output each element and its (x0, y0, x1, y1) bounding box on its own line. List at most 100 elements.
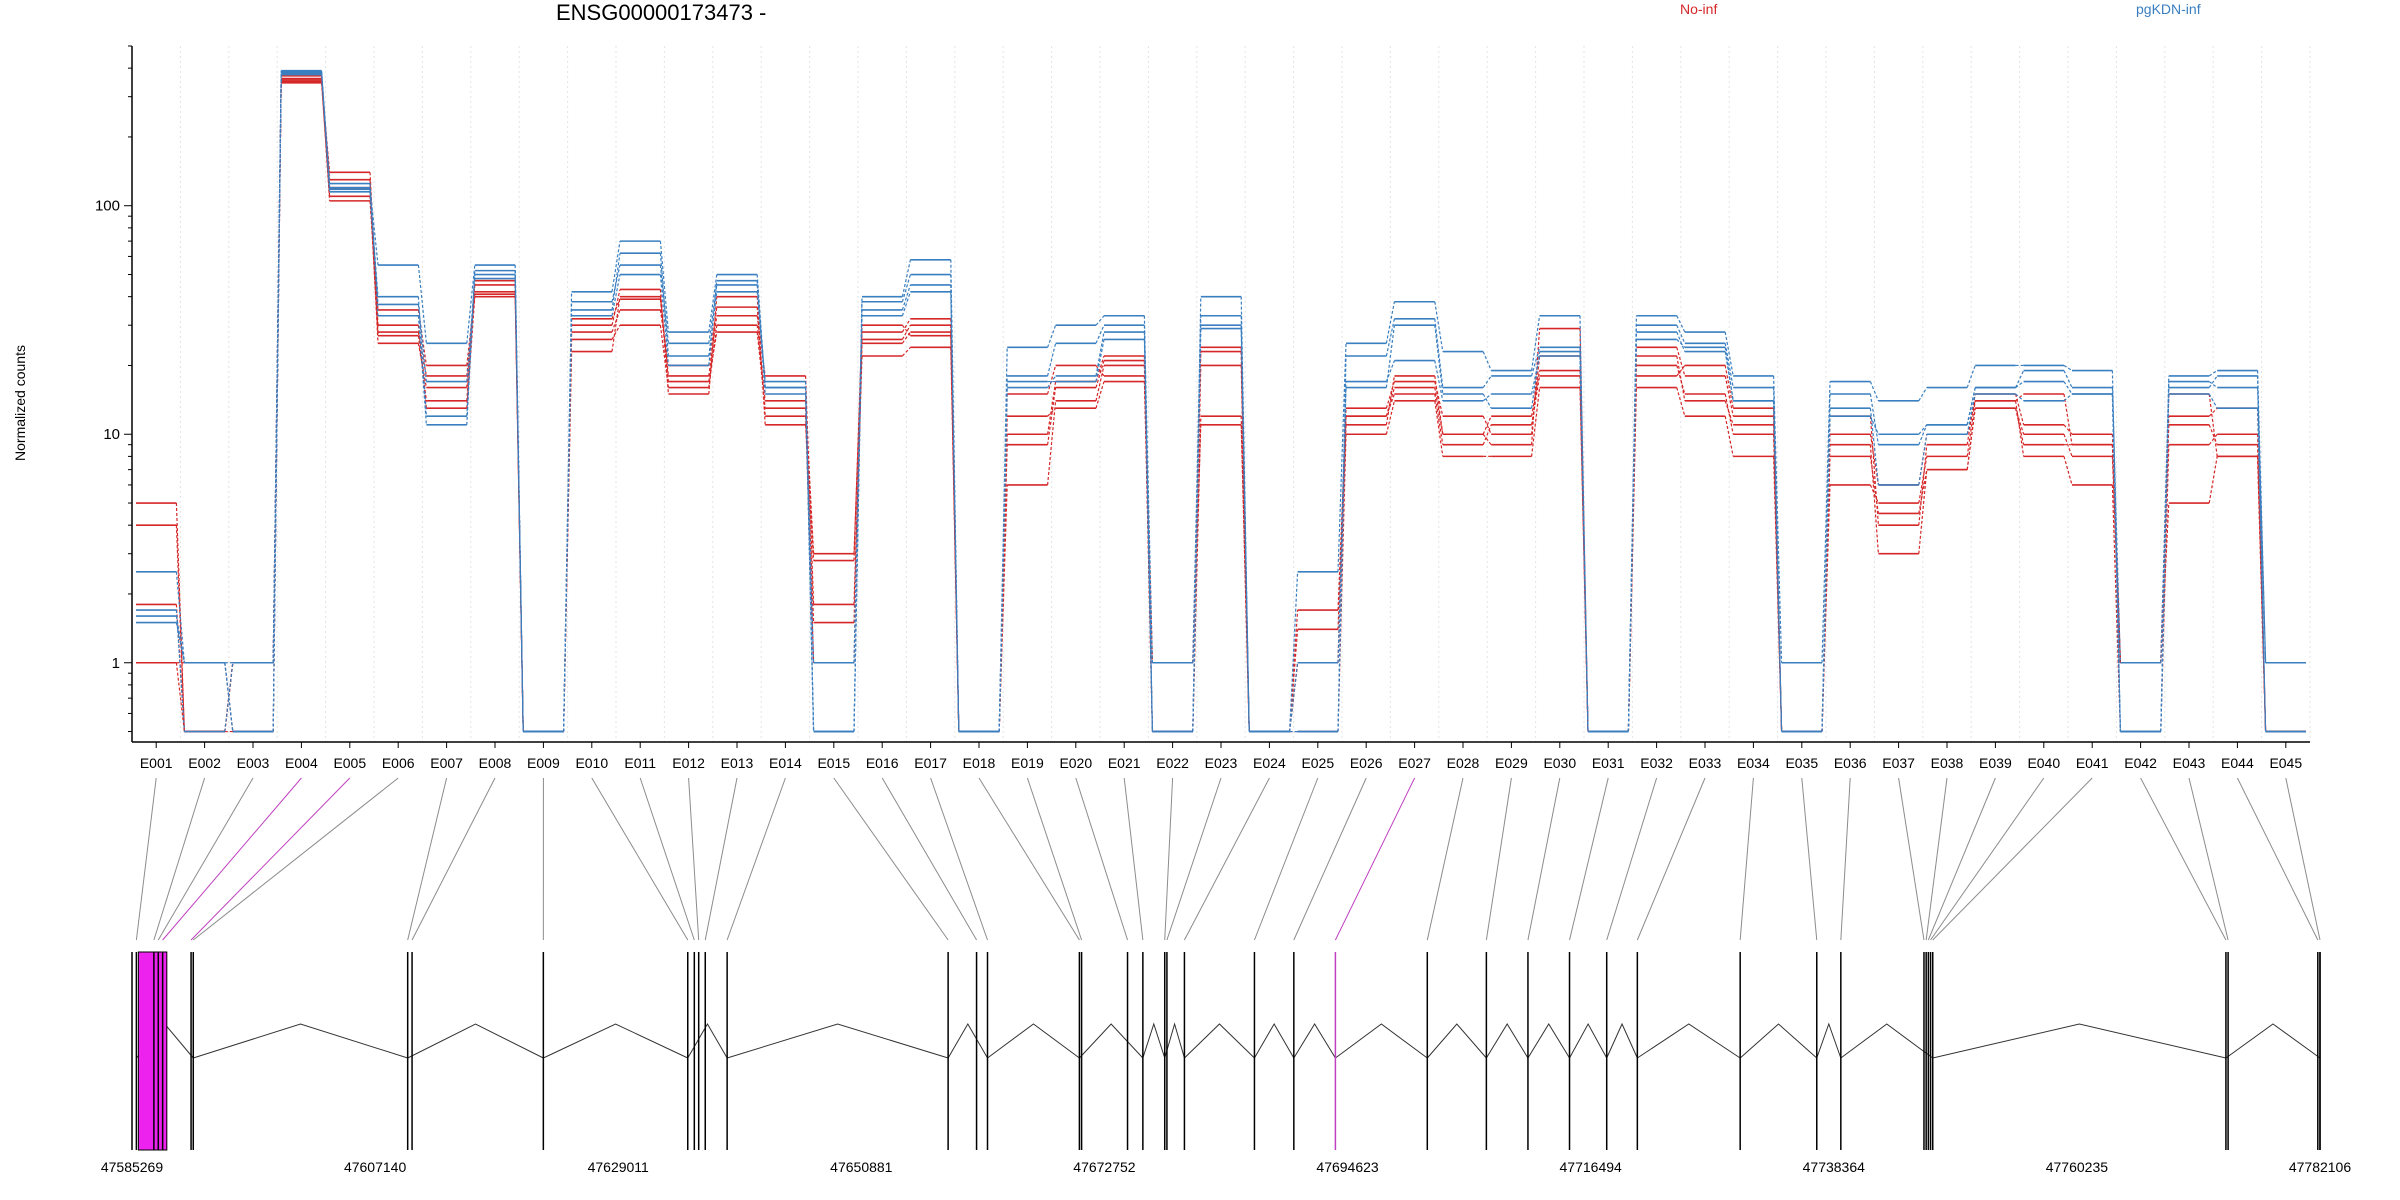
data-connector (175, 503, 185, 732)
data-connector (2015, 408, 2025, 435)
series-pgkdn-inf-8 (136, 73, 2306, 733)
intron (1569, 1022, 1608, 1059)
data-connector (1869, 381, 1879, 402)
data-connector (2063, 434, 2073, 457)
data-connector (224, 662, 234, 732)
data-connector (1918, 469, 1928, 514)
data-connector (1482, 424, 1492, 445)
exon-connector (1927, 777, 1996, 941)
y-tick-label: 10 (103, 426, 120, 443)
series-lines (136, 69, 2306, 733)
intron (1840, 1023, 1934, 1059)
exon-connector (135, 777, 157, 941)
data-connector (175, 525, 185, 732)
data-connector (1289, 662, 1299, 732)
y-tick-label: 100 (95, 198, 120, 215)
data-connector (1724, 343, 1734, 388)
data-connector (2208, 433, 2218, 446)
data-connector (2063, 381, 2073, 395)
data-connector (1531, 328, 1541, 445)
data-connector (659, 264, 669, 344)
x-tick-label-e017: E017 (914, 755, 947, 771)
genomic-tick-label: 47738364 (1803, 1159, 1866, 1175)
x-tick-label-e011: E011 (624, 755, 656, 771)
x-tick-label-e018: E018 (963, 755, 996, 771)
data-connector (805, 375, 815, 605)
intron (987, 1023, 1080, 1059)
exon-connector (1925, 777, 1948, 941)
legend-no-inf: No-inf (1680, 1, 1718, 17)
x-tick-label-e012: E012 (672, 755, 705, 771)
data-connector (1047, 400, 1057, 485)
exon-connector (978, 777, 1080, 941)
data-connector (369, 189, 379, 305)
data-connector (466, 270, 476, 425)
y-axis: 1 10 100 (95, 45, 133, 742)
series-no-inf-4 (136, 82, 2306, 733)
exon-connector (1569, 777, 1609, 941)
intron (1739, 1023, 1818, 1059)
data-connector (708, 315, 718, 376)
data-connector (1531, 370, 1541, 417)
exon-connector (1801, 777, 1818, 941)
exon-connector (2236, 777, 2319, 941)
data-connector (1434, 318, 1444, 388)
data-connector (659, 241, 669, 333)
series-pgkdn-inf-6 (136, 72, 2306, 733)
data-connector (1918, 469, 1928, 554)
exon-connector (833, 777, 949, 941)
x-tick-label-e044: E044 (2221, 755, 2254, 771)
x-tick-label-e036: E036 (1834, 755, 1867, 771)
x-tick-label-e008: E008 (479, 755, 512, 771)
genomic-tick-label: 47672752 (1073, 1159, 1136, 1175)
intron (193, 1023, 408, 1059)
exon-connector (407, 777, 448, 941)
data-connector (2063, 456, 2073, 486)
exon-connector (1166, 777, 1222, 941)
data-connector (1676, 315, 1686, 333)
intron (1932, 1023, 2227, 1059)
data-connector (1773, 387, 1783, 732)
exon-connector (157, 777, 254, 941)
data-connector (2015, 400, 2025, 457)
x-tick-label-e001: E001 (140, 755, 173, 771)
x-tick-label-e030: E030 (1543, 755, 1576, 771)
data-connector (2208, 424, 2218, 445)
data-connector (2257, 408, 2267, 732)
data-connector (611, 324, 621, 340)
data-connector (2208, 370, 2218, 377)
exon-connector (2140, 777, 2227, 941)
data-connector (1337, 343, 1347, 572)
series-no-inf-1 (136, 75, 2306, 733)
x-tick-label-e045: E045 (2269, 755, 2302, 771)
data-connector (1240, 325, 1250, 732)
exon-connector (726, 777, 786, 941)
data-connector (1676, 331, 1686, 352)
genomic-tick-label: 47650881 (830, 1159, 893, 1175)
data-connector (1821, 381, 1831, 663)
data-connector (659, 299, 669, 382)
data-connector (2063, 370, 2073, 388)
data-connector (756, 331, 766, 409)
x-axis: E001 E002 E003 E004 E005 E006 E007 E008 E009 E010… (132, 741, 2310, 771)
x-tick-label-e025: E025 (1301, 755, 1334, 771)
data-connector (2208, 393, 2218, 457)
x-tick-label-e043: E043 (2173, 755, 2206, 771)
data-connector (1676, 338, 1686, 348)
exon-connector (1123, 777, 1144, 941)
x-tick-label-e014: E014 (769, 755, 802, 771)
data-connector (611, 253, 621, 310)
x-tick-label-e003: E003 (237, 755, 270, 771)
data-connector (1724, 400, 1734, 425)
data-connector (611, 274, 621, 316)
gene-model (131, 951, 2321, 1151)
exon-connector (1485, 777, 1512, 941)
data-connector (611, 298, 621, 320)
data-connector (708, 331, 718, 382)
data-connector (1531, 355, 1541, 435)
data-connector (2111, 393, 2121, 732)
x-tick-label-e015: E015 (817, 755, 850, 771)
data-connector (1095, 324, 1105, 344)
data-connector (1966, 400, 1976, 457)
data-connector (321, 71, 331, 184)
